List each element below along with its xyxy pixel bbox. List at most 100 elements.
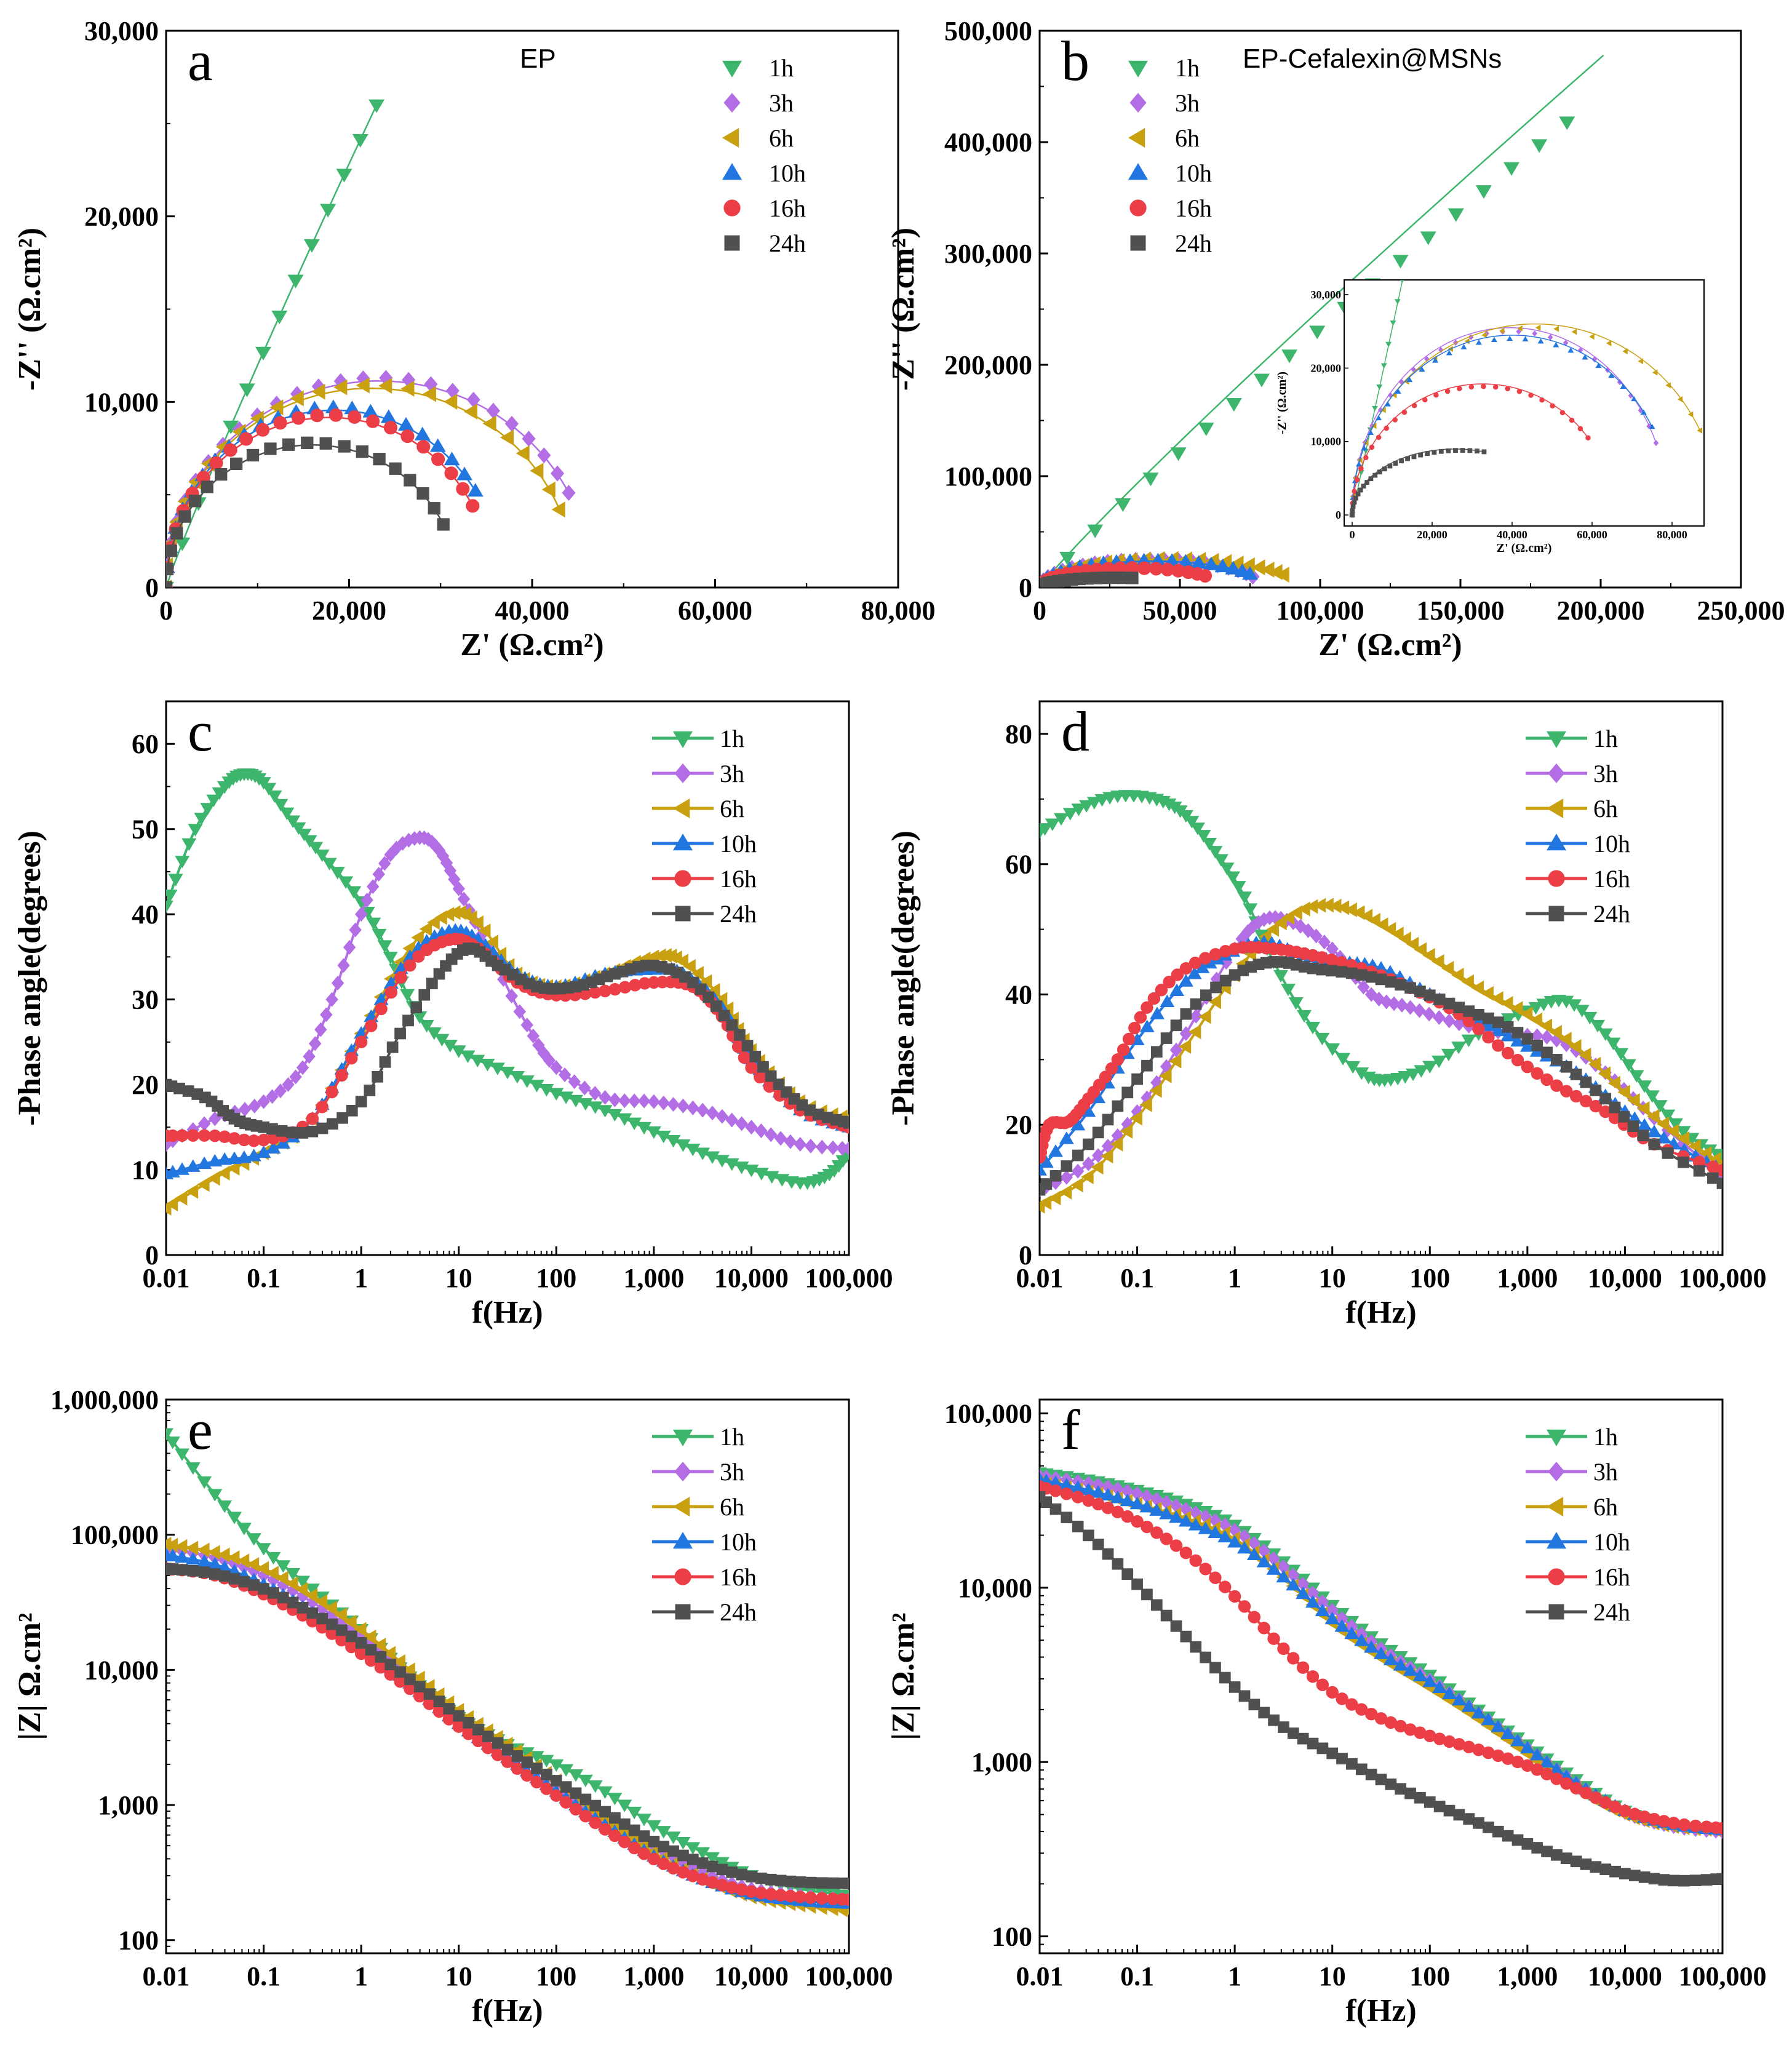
data-point	[1617, 1085, 1630, 1100]
data-point	[166, 581, 173, 588]
data-point	[738, 1051, 751, 1064]
data-point	[419, 1019, 434, 1033]
data-point	[274, 1083, 287, 1099]
data-point	[1141, 1001, 1153, 1014]
data-point	[551, 501, 565, 518]
data-point	[1382, 466, 1387, 472]
legend-label: 10h	[720, 830, 757, 858]
data-point	[1620, 383, 1627, 389]
data-point	[1570, 1855, 1582, 1868]
data-point	[1689, 1819, 1702, 1833]
data-point	[1676, 1126, 1691, 1139]
data-point	[1169, 1510, 1184, 1523]
data-point	[1697, 427, 1702, 434]
data-point	[1355, 1763, 1368, 1775]
plot-area	[1040, 790, 1722, 1214]
data-point	[1276, 1569, 1291, 1583]
data-point	[578, 1774, 593, 1788]
data-point	[1375, 1774, 1387, 1785]
data-point	[1086, 797, 1102, 810]
data-point	[326, 1618, 338, 1630]
data-point	[745, 1120, 758, 1135]
data-point	[1519, 1039, 1535, 1052]
data-point	[1178, 1514, 1193, 1527]
data-point	[185, 1540, 199, 1556]
data-point	[482, 1731, 494, 1742]
legend-label: 1h	[1175, 54, 1200, 82]
data-point	[1667, 1817, 1680, 1830]
data-point	[677, 1849, 689, 1862]
y-tick-label: 500,000	[944, 16, 1032, 46]
data-point	[1399, 458, 1404, 464]
legend-label: 16h	[1593, 1563, 1630, 1591]
data-point	[442, 1040, 458, 1053]
data-point	[1296, 1661, 1310, 1674]
series-10h	[166, 399, 484, 588]
data-point	[302, 835, 317, 848]
data-point	[1160, 1059, 1173, 1074]
legend-label: 3h	[1593, 760, 1618, 787]
panel-c: 0.01 0.1 1 10 100 1,000 10,000 100,000 0 10 20 30 40…	[12, 700, 893, 1330]
series-24h	[166, 942, 849, 1139]
data-point	[271, 310, 288, 324]
data-point	[1453, 448, 1458, 453]
data-point	[1187, 966, 1202, 979]
y-tick-label: 20	[1005, 1110, 1032, 1140]
data-point	[656, 1130, 671, 1144]
data-point	[1606, 1037, 1621, 1051]
data-point	[1121, 1568, 1134, 1580]
data-point	[384, 1659, 397, 1670]
data-point	[1149, 1083, 1162, 1098]
data-point	[1499, 327, 1505, 334]
data-point	[1196, 830, 1211, 843]
data-point	[1606, 340, 1612, 346]
data-point	[443, 1703, 455, 1715]
data-point	[364, 1654, 378, 1667]
legend-marker	[1548, 870, 1565, 887]
data-point	[1412, 1668, 1428, 1681]
data-point	[1190, 555, 1207, 569]
data-point	[1443, 1804, 1456, 1817]
data-point	[1120, 1123, 1133, 1139]
data-point	[1045, 818, 1060, 831]
x-tick-label: 1	[1228, 1961, 1241, 1991]
data-point	[1112, 1558, 1124, 1570]
data-point	[256, 1561, 269, 1576]
legend-marker	[674, 870, 691, 887]
data-point	[1424, 1729, 1436, 1742]
data-point	[1689, 1875, 1702, 1886]
data-point	[246, 1149, 261, 1161]
data-point	[305, 1588, 318, 1603]
data-point	[794, 1876, 806, 1888]
data-point	[1353, 495, 1359, 501]
data-point	[1336, 900, 1350, 915]
data-point	[784, 1134, 797, 1149]
data-point	[227, 1550, 240, 1565]
data-point	[334, 1608, 347, 1623]
data-point	[1355, 461, 1362, 467]
data-point	[618, 981, 632, 994]
data-point	[362, 404, 379, 418]
panel-a: 0 20,000 40,000 60,000 80,000 0 10,000 20,000 30…	[12, 16, 936, 663]
data-point	[1500, 996, 1513, 1011]
data-point	[1637, 1130, 1649, 1142]
data-point	[402, 1014, 414, 1027]
data-point	[1619, 1804, 1631, 1817]
data-point	[608, 1092, 621, 1107]
data-point	[637, 1122, 651, 1135]
y-tick-label: 1,000,000	[50, 1385, 159, 1415]
data-point	[1529, 1012, 1543, 1027]
data-point	[1395, 1783, 1407, 1795]
data-point	[238, 1102, 252, 1117]
data-point	[731, 1040, 745, 1053]
data-point	[1582, 354, 1588, 360]
data-point	[714, 992, 728, 1007]
data-point	[1453, 1002, 1465, 1014]
data-point	[1662, 1147, 1674, 1159]
data-point	[1390, 320, 1396, 326]
data-point	[1305, 899, 1318, 914]
data-point	[1150, 1046, 1163, 1058]
data-point	[217, 1560, 233, 1573]
data-point	[349, 922, 362, 938]
data-point	[1060, 1169, 1073, 1185]
